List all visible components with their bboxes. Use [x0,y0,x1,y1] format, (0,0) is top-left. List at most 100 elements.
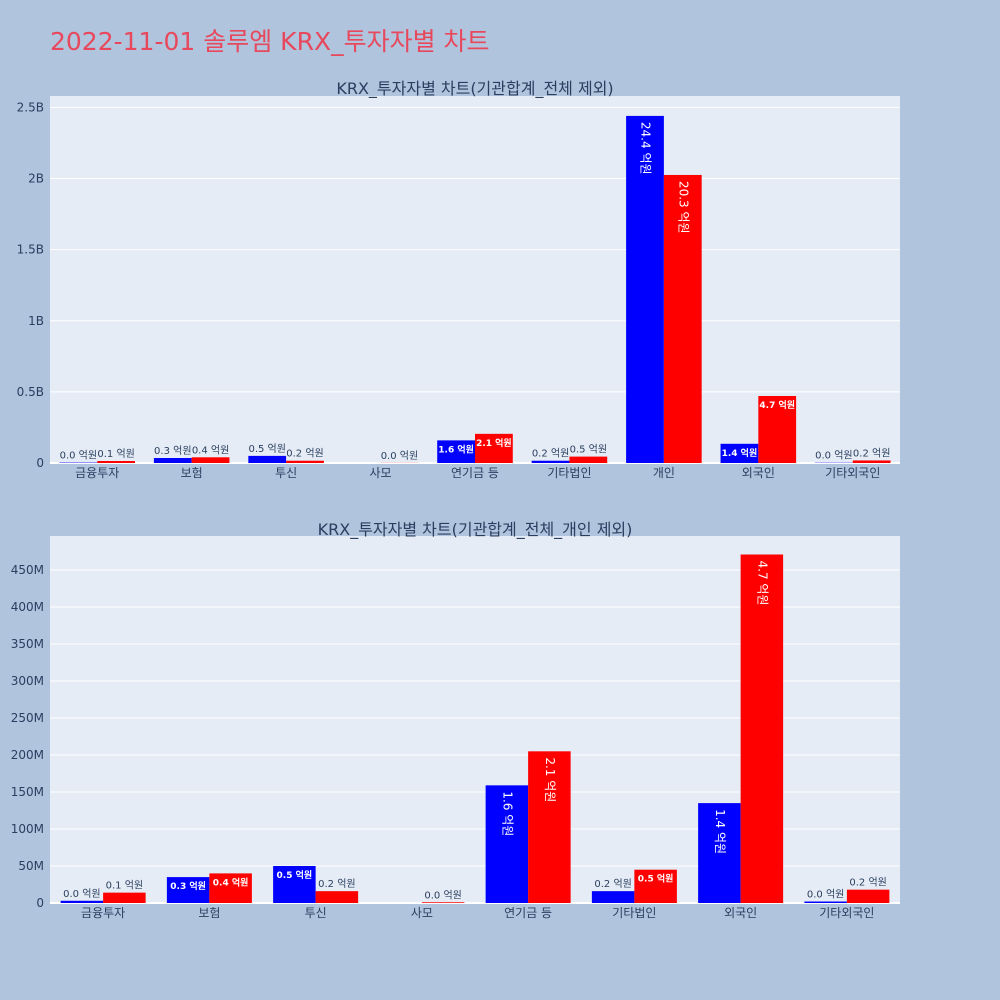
data-label: 0.2 억원 [318,878,355,890]
y-tick-label: 0.5B [17,385,44,399]
y-tick-label: 400M [11,600,44,614]
data-label: 0.0 억원 [381,450,418,462]
data-label: 1.4 억원 [722,447,758,459]
bar [286,460,324,463]
y-tick-label: 300M [11,674,44,688]
data-label: 1.4 억원 [713,809,727,854]
data-label: 0.3 억원 [170,880,206,892]
bar [103,892,146,903]
data-label: 0.5 억원 [638,873,674,885]
data-label: 0.0 억원 [815,450,852,462]
x-tick-label: 금융투자 [75,466,119,480]
bar [191,457,230,463]
data-label: 0.5 억원 [570,444,607,456]
data-label: 24.4 억원 [639,122,653,175]
y-tick-label: 1.5B [17,243,44,257]
chart-title: KRX_투자자별 차트(기관합계_전체_개인 제외) [318,520,633,540]
x-tick-label: 기타법인 [612,906,656,920]
x-tick-label: 외국인 [724,906,757,920]
bar [531,460,570,463]
y-tick-label: 200M [11,748,44,762]
data-label: 0.1 억원 [97,448,134,460]
data-label: 0.4 억원 [213,876,249,888]
x-tick-label: 기타외국인 [825,466,880,480]
x-tick-label: 투신 [275,466,297,480]
bar [273,866,316,903]
bar [248,455,287,463]
x-tick-label: 기타법인 [547,466,591,480]
chart-1: KRX_투자자별 차트(기관합계_전체 제외) 0 0.5B 1B 1.5B 2B 2.5B… [17,79,900,480]
chart-title: KRX_투자자별 차트(기관합계_전체 제외) [336,79,613,99]
bar [315,891,359,903]
data-label: 0.2 억원 [532,448,569,460]
data-label: 2.1 억원 [476,437,512,449]
bar [852,460,891,463]
bar [209,873,252,903]
y-tick-label: 50M [18,859,44,873]
bar [569,456,608,463]
data-label: 0.1 억원 [106,880,143,892]
bar [804,901,847,903]
y-tick-label: 2.5B [17,100,44,114]
x-tick-label: 외국인 [742,466,775,480]
x-tick-label: 사모 [370,466,392,480]
bar [591,891,635,903]
bar [97,461,135,463]
bar [846,889,890,903]
bar [626,115,664,463]
data-label: 4.7 억원 [759,399,795,411]
page-title: 2022-11-01 솔루엠 KRX_투자자별 차트 [50,27,490,56]
x-tick-label: 기타외국인 [819,906,874,920]
y-tick-label: 0 [36,896,44,910]
bar [485,785,529,903]
bar [740,554,784,903]
y-tick-label: 450M [11,563,44,577]
x-tick-label: 보험 [198,906,220,920]
data-label: 0.4 억원 [192,444,229,456]
data-label: 0.2 억원 [853,447,890,459]
data-label: 2.1 억원 [543,757,557,802]
bar [528,751,571,903]
data-label: 0.3 억원 [154,445,191,457]
y-tick-label: 2B [28,172,44,186]
data-label: 0.5 억원 [248,443,285,455]
data-label: 0.2 억원 [286,448,323,460]
data-label: 20.3 억원 [676,181,690,234]
data-label: 0.0 억원 [63,888,100,900]
y-tick-label: 100M [11,822,44,836]
data-label: 0.0 억원 [424,889,461,901]
data-label: 0.0 억원 [60,450,97,462]
data-label: 0.2 억원 [849,877,886,889]
bar [758,396,797,463]
x-tick-label: 연기금 등 [451,466,499,480]
data-label: 0.0 억원 [807,889,844,901]
bar [153,458,192,463]
chart-2: KRX_투자자별 차트(기관합계_전체_개인 제외) 0 50M 100M 150M 20… [11,520,900,920]
bar [634,869,677,903]
bar [475,433,513,463]
y-tick-label: 250M [11,711,44,725]
bar [437,440,475,463]
y-tick-label: 150M [11,785,44,799]
bar [720,443,759,463]
y-tick-label: 350M [11,637,44,651]
y-tick-label: 1B [28,314,44,328]
data-label: 4.7 억원 [755,560,769,605]
x-tick-label: 보험 [181,466,203,480]
bar [421,902,465,903]
x-tick-label: 사모 [411,906,433,920]
x-tick-label: 금융투자 [81,906,125,920]
x-tick-label: 투신 [305,906,327,920]
y-tick-label: 0 [36,456,44,470]
data-label: 0.5 억원 [277,869,313,881]
bar [60,900,104,903]
bar [698,803,741,903]
data-label: 0.2 억원 [594,878,631,890]
data-label: 1.6 억원 [500,791,514,836]
x-tick-label: 연기금 등 [504,906,552,920]
bar [663,174,702,463]
x-tick-label: 개인 [653,466,675,480]
data-label: 1.6 억원 [438,443,474,455]
bar [166,877,210,903]
